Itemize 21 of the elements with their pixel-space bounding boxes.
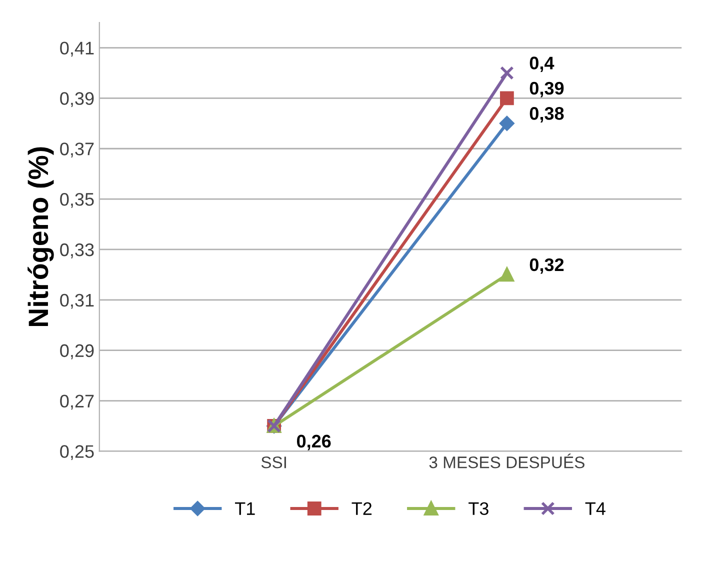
y-axis-title: Nitrógeno (%) (28, 147, 54, 326)
y-tick-label: 0,27 (60, 394, 94, 410)
legend-label: T3 (468, 502, 488, 516)
y-tick-label: 0,35 (60, 192, 94, 208)
y-tick-label: 0,37 (60, 142, 94, 158)
x-tick-label: 3 MESES DESPUÉS (429, 454, 584, 468)
x-tick-label: SSI (261, 456, 286, 468)
data-label: 0,26 (296, 434, 331, 450)
data-label: 0,4 (530, 56, 554, 72)
legend-label: T1 (235, 502, 255, 515)
data-label: 0,38 (530, 107, 564, 122)
data-label: 0,32 (530, 258, 564, 274)
y-tick-label: 0,31 (60, 294, 94, 309)
y-tick-label: 0,41 (60, 42, 94, 57)
y-tick-label: 0,25 (60, 445, 94, 460)
data-label: 0,39 (530, 82, 564, 98)
y-tick-label: 0,39 (60, 92, 94, 108)
y-tick-label: 0,29 (60, 344, 94, 360)
legend-label: T4 (585, 502, 606, 515)
y-tick-label: 0,33 (60, 243, 94, 258)
legend-label: T2 (352, 502, 372, 515)
